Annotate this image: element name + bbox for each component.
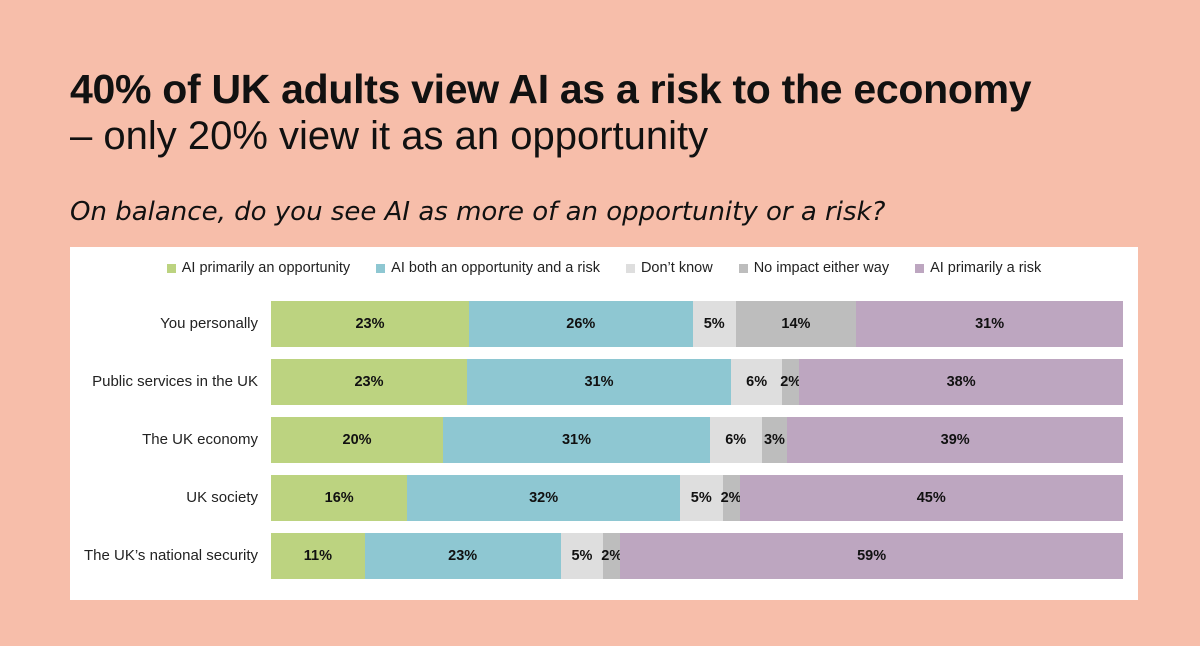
bar-segment: 5% [679, 475, 723, 521]
bar-segment: 31% [466, 359, 732, 405]
data-label: 38% [946, 374, 976, 390]
bar-segment: 45% [739, 475, 1123, 521]
data-label: 32% [529, 490, 559, 506]
legend-item: AI both an opportunity and a risk [376, 260, 600, 276]
data-label: 59% [857, 548, 887, 564]
stacked-bar: 20% 31% 6% 3% 39% [271, 417, 1123, 463]
stacked-bar: 23% 31% 6% 2% 38% [271, 359, 1123, 405]
category-label: You personally [160, 315, 258, 332]
data-label: 39% [940, 432, 970, 448]
stacked-bar: 23% 26% 5% 14% 31% [271, 301, 1123, 347]
stacked-bar: 16% 32% 5% 2% 45% [271, 475, 1123, 521]
bar-segment: 5% [692, 301, 736, 347]
bar-segment: 39% [787, 417, 1123, 463]
data-label: 23% [448, 548, 478, 564]
category-label: Public services in the UK [92, 373, 258, 390]
chart-subtitle: – only 20% view it as an opportunity [70, 114, 709, 158]
legend-swatch [738, 263, 748, 273]
data-label: 23% [354, 374, 384, 390]
data-label: 6% [725, 432, 747, 448]
data-label: 5% [690, 490, 712, 506]
data-label: 26% [566, 316, 596, 332]
bar-segment: 26% [468, 301, 693, 347]
bar-segment: 14% [735, 301, 857, 347]
legend-label: No impact either way [753, 260, 890, 276]
bar-segment: 2% [780, 359, 802, 405]
data-label: 31% [975, 316, 1005, 332]
data-label: 2% [601, 548, 623, 564]
bar-segment: 2% [720, 475, 742, 521]
legend-label: AI primarily an opportunity [181, 260, 351, 276]
legend-item: No impact either way [738, 260, 890, 276]
data-label: 23% [355, 316, 385, 332]
data-label: 2% [780, 374, 802, 390]
bar-segment: 38% [799, 359, 1123, 405]
data-label: 31% [584, 374, 614, 390]
category-label: The UK economy [142, 431, 258, 448]
survey-question: On balance, do you see AI as more of an … [70, 197, 886, 227]
data-label: 5% [571, 548, 593, 564]
data-label: 6% [746, 374, 768, 390]
chart-panel: AI primarily an opportunity AI both an op… [70, 247, 1138, 600]
data-label: 14% [781, 316, 811, 332]
legend-item: Don’t know [625, 260, 713, 276]
legend-label: Don’t know [640, 260, 713, 276]
bar-segment: 2% [601, 533, 623, 579]
stacked-bar: 11% 23% 5% 2% 59% [271, 533, 1123, 579]
data-label: 11% [303, 548, 332, 564]
bar-segment: 16% [271, 475, 408, 521]
bar-segment: 23% [271, 359, 467, 405]
legend-label: AI primarily a risk [930, 260, 1042, 276]
bar-segment: 5% [560, 533, 604, 579]
legend-label: AI both an opportunity and a risk [391, 260, 600, 276]
legend-swatch [625, 263, 635, 273]
legend-swatch [376, 263, 386, 273]
chart-title: 40% of UK adults view AI as a risk to th… [70, 66, 1032, 112]
bar-segment: 20% [271, 417, 444, 463]
chart-legend: AI primarily an opportunity AI both an op… [70, 260, 1138, 276]
bar-segment: 23% [271, 301, 469, 347]
bar-segment: 59% [620, 533, 1123, 579]
legend-swatch [915, 263, 925, 273]
legend-swatch [166, 263, 176, 273]
data-label: 20% [342, 432, 372, 448]
bar-segment: 32% [407, 475, 680, 521]
category-label: UK society [186, 489, 258, 506]
bar-segment: 11% [271, 533, 365, 579]
data-label: 2% [720, 490, 742, 506]
data-label: 3% [763, 432, 785, 448]
category-label: The UK’s national security [84, 547, 258, 564]
bar-segment: 3% [761, 417, 788, 463]
bar-segment: 23% [364, 533, 561, 579]
bar-segment: 6% [709, 417, 762, 463]
legend-item: AI primarily a risk [915, 260, 1041, 276]
bar-segment: 31% [443, 417, 710, 463]
data-label: 16% [324, 490, 354, 506]
data-label: 31% [561, 432, 592, 448]
legend-item: AI primarily an opportunity [166, 260, 351, 276]
bar-segment: 31% [856, 301, 1123, 347]
bar-segment: 6% [731, 359, 783, 405]
data-label: 5% [703, 316, 725, 332]
data-label: 45% [916, 490, 946, 506]
